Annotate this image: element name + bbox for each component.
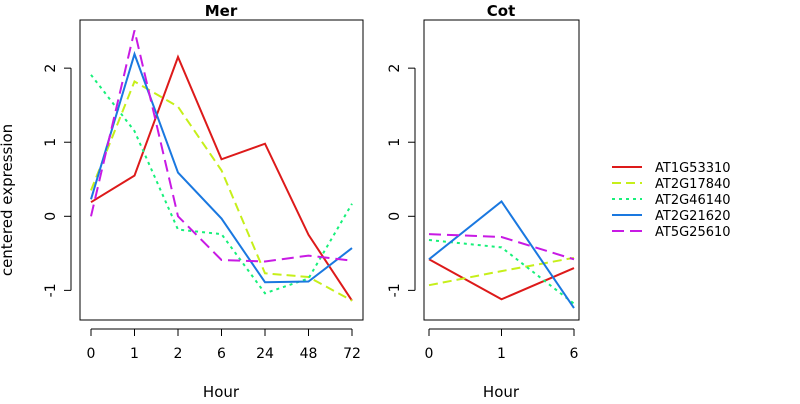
legend-label-at5g25610: AT5G25610 <box>655 225 731 240</box>
series-line-at2g21620-cot <box>428 200 575 309</box>
series-line-at2g17840-mer <box>90 80 353 302</box>
x-tick-label-cot: 1 <box>497 346 506 362</box>
legend-label-at2g21620: AT2G21620 <box>655 209 731 224</box>
legend-label-at2g46140: AT2G46140 <box>655 193 731 208</box>
legend-label-at2g17840: AT2G17840 <box>655 177 731 192</box>
x-tick-label-mer: 72 <box>343 346 361 362</box>
series-line-at1g53310-mer <box>90 54 353 302</box>
x-tick-label-mer: 48 <box>300 346 318 362</box>
y-tick-label-cot: 1 <box>387 138 403 147</box>
panel-title-mer: Mer <box>205 2 238 20</box>
y-tick-label-mer: 0 <box>43 212 59 221</box>
y-tick-label-mer: 2 <box>43 64 59 73</box>
plot-frame-mer <box>79 19 364 321</box>
series-line-at2g46140-cot <box>428 239 575 305</box>
x-tick-label-cot: 6 <box>570 346 579 362</box>
x-axis-label-mer: Hour <box>203 383 240 400</box>
legend-label-at1g53310: AT1G53310 <box>655 161 731 176</box>
plot-frame-cot <box>423 19 580 321</box>
y-tick-label-cot: 0 <box>387 212 403 221</box>
panel-mer: Mer Hour 0 1 2 6 24 48 72 -1 0 1 2 <box>43 2 364 401</box>
y-axis-label: centered expression <box>0 124 16 276</box>
x-tick-label-cot: 0 <box>425 346 434 362</box>
y-tick-label-cot: 2 <box>387 64 403 73</box>
x-tick-label-mer: 24 <box>256 346 274 362</box>
x-tick-label-mer: 2 <box>174 346 183 362</box>
y-tick-label-mer: 1 <box>43 138 59 147</box>
x-tick-label-mer: 0 <box>87 346 96 362</box>
series-line-at5g25610-mer <box>90 30 353 263</box>
panel-cot: Cot Hour 0 1 6 -1 0 1 2 <box>387 2 580 401</box>
series-line-at2g17840-cot <box>428 256 575 287</box>
y-tick-label-cot: -1 <box>387 283 403 297</box>
x-tick-label-mer: 1 <box>130 346 139 362</box>
panel-title-cot: Cot <box>487 2 515 20</box>
x-tick-label-mer: 6 <box>217 346 226 362</box>
y-tick-label-mer: -1 <box>43 283 59 297</box>
series-line-at1g53310-cot <box>428 258 575 301</box>
series-line-at5g25610-cot <box>428 233 575 261</box>
series-line-at2g21620-mer <box>90 50 353 284</box>
series-line-at2g46140-mer <box>90 74 353 295</box>
legend: AT1G53310AT2G17840AT2G46140AT2G21620AT5G… <box>612 161 731 240</box>
x-axis-label-cot: Hour <box>483 383 520 400</box>
